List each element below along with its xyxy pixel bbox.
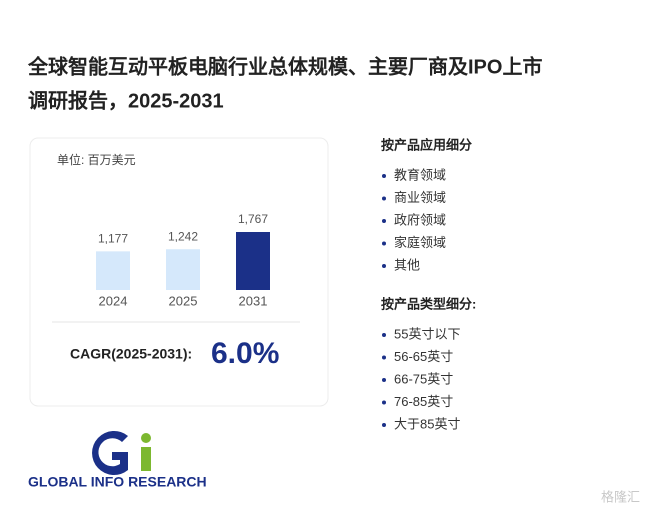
x-tick-label: 2031	[239, 293, 268, 308]
watermark: 格隆汇	[601, 489, 640, 504]
value-label: 1,242	[168, 229, 198, 243]
segment-item: 76-85英寸	[394, 394, 453, 409]
bar	[166, 249, 200, 290]
chart-subtitle: 单位: 百万美元	[57, 152, 136, 167]
bar	[96, 251, 130, 290]
logo-text: GLOBAL INFO RESEARCH	[28, 474, 207, 490]
segment-item: 商业领域	[394, 190, 446, 205]
logo-mark	[92, 431, 151, 475]
segment-item: 家庭领域	[394, 235, 446, 250]
bullet	[382, 174, 386, 178]
bullet	[382, 264, 386, 268]
segment-item: 56-65英寸	[394, 349, 453, 364]
logo-g	[92, 431, 128, 475]
title-line: 调研报告，2025-2031	[28, 88, 224, 112]
bullet	[382, 378, 386, 382]
value-label: 1,767	[238, 212, 268, 226]
bar	[236, 232, 270, 290]
bullet	[382, 219, 386, 223]
bullet	[382, 423, 386, 427]
segment-item: 教育领域	[394, 167, 446, 182]
bullet	[382, 196, 386, 201]
value-label: 1,177	[98, 232, 128, 246]
logo-dot	[141, 433, 151, 443]
bullet	[382, 355, 386, 360]
x-tick-label: 2025	[169, 293, 198, 308]
segment-item: 政府领域	[394, 212, 446, 227]
cagr-label: CAGR(2025-2031):	[70, 346, 192, 362]
segment-item: 其他	[394, 257, 420, 272]
title-line: 全球智能互动平板电脑行业总体规模、主要厂商及IPO上市	[27, 54, 542, 78]
segment-item: 55英寸以下	[394, 326, 460, 341]
segment-item: 66-75英寸	[394, 371, 453, 386]
logo-i	[141, 447, 151, 471]
bullet	[382, 400, 386, 405]
segment-item: 大于85英寸	[394, 416, 460, 431]
segment-heading: 按产品类型细分:	[381, 296, 476, 311]
x-tick-label: 2024	[99, 293, 128, 308]
bullet	[382, 333, 386, 337]
segment-heading: 按产品应用细分	[381, 137, 472, 152]
bullet	[382, 241, 386, 246]
cagr-value: 6.0%	[211, 337, 279, 370]
